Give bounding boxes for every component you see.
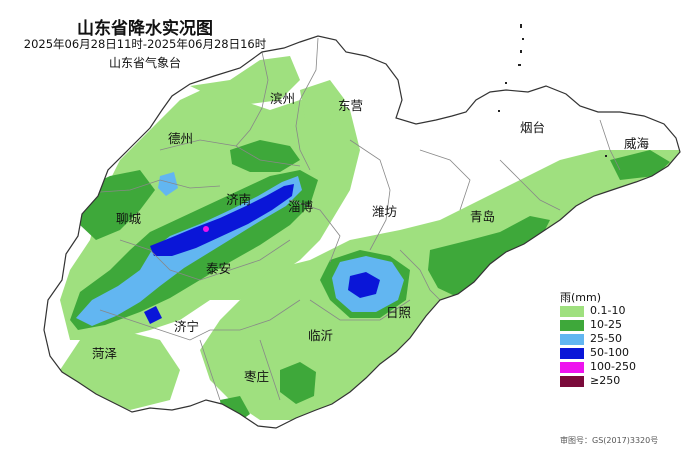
approval-number: 审图号：GS(2017)3320号 [560,436,659,445]
city-label-zaozhuang: 枣庄 [244,369,269,384]
legend-label: 50-100 [590,346,629,359]
legend-swatch [560,362,584,373]
legend-title: 雨(mm) [560,291,602,304]
legend-label: 100-250 [590,360,636,373]
city-labels: 滨州 东营 德州 烟台 威海 聊城 济南 淄博 潍坊 青岛 泰安 济宁 临沂 日… [92,91,650,384]
city-label-taian: 泰安 [206,261,231,276]
legend-item: 100-250 [560,360,700,374]
city-label-yantai: 烟台 [520,120,545,135]
legend-label: 0.1-10 [590,304,626,317]
city-label-heze: 菏泽 [92,346,117,361]
city-label-liaocheng: 聊城 [116,211,142,226]
legend-item: 25-50 [560,332,700,346]
legend-swatch [560,376,584,387]
city-label-linyi: 临沂 [308,328,333,343]
rain-100-250 [203,226,209,232]
legend-swatch [560,334,584,345]
legend-swatch [560,320,584,331]
rainfall-layers [60,56,680,424]
legend-swatch [560,306,584,317]
rain-50-100 [144,184,380,324]
province-outline [43,35,681,429]
city-label-dongying: 东营 [338,98,363,113]
legend-label: 25-50 [590,332,622,345]
city-label-weihai: 威海 [624,136,650,151]
legend-item: 50-100 [560,346,700,360]
map-title: 山东省降水实况图 [77,19,213,39]
legend-item: 0.1-10 [560,304,700,318]
city-label-binzhou: 滨州 [270,91,295,106]
islands [498,24,607,157]
legend-label: ≥250 [590,374,621,387]
legend-label: 10-25 [590,318,622,331]
legend-item: 10-25 [560,318,700,332]
city-label-dezhou: 德州 [168,131,193,146]
city-label-jining: 济宁 [174,319,199,334]
legend-item: ≥250 [560,374,700,388]
issuing-agency: 山东省气象台 [108,56,181,70]
city-label-zibo: 淄博 [288,199,314,214]
city-label-rizhao: 日照 [386,305,411,320]
city-label-qingdao: 青岛 [470,209,495,224]
time-period: 2025年06月28日11时-2025年06月28日16时 [23,37,267,51]
legend-swatch [560,348,584,359]
city-label-jinan: 济南 [226,192,251,207]
city-boundaries [99,37,621,401]
city-label-weifang: 潍坊 [372,204,397,219]
